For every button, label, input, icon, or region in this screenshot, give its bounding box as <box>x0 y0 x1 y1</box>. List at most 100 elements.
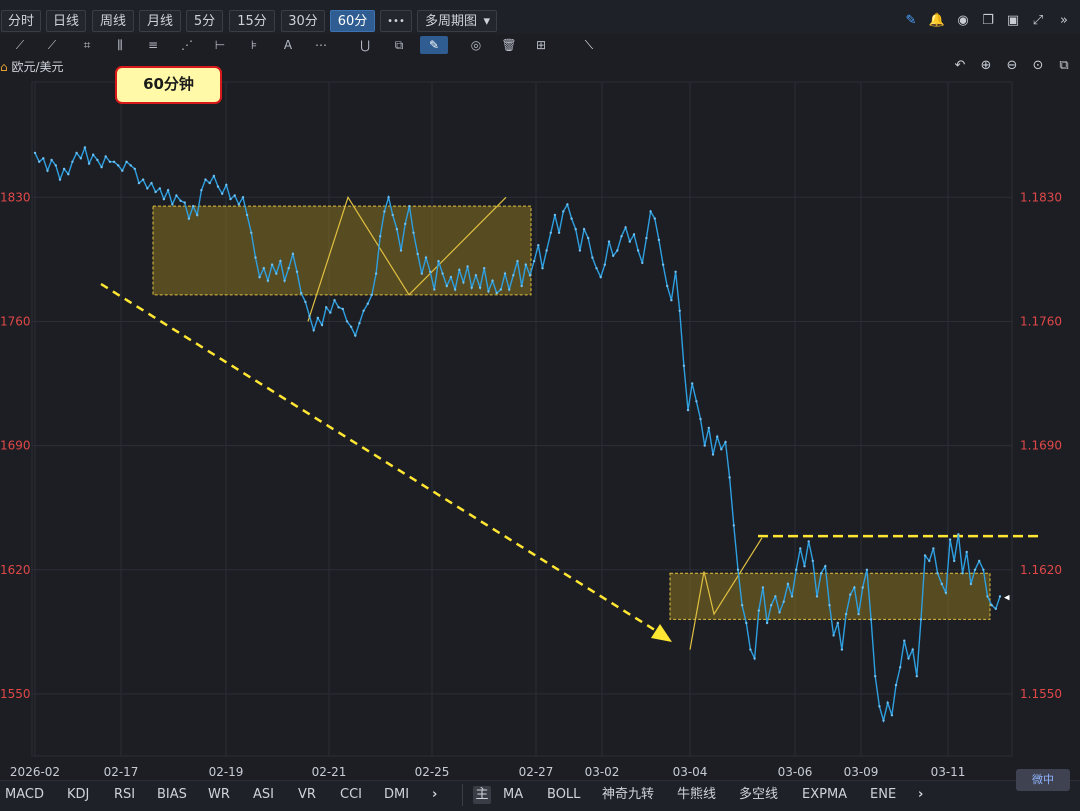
indicator-bull-bear[interactable]: 牛熊线 <box>677 787 717 802</box>
indicator-main-toggle[interactable]: 主 <box>473 786 491 804</box>
price-point <box>923 554 927 557</box>
line-tool-icon[interactable]: ⟋ <box>15 38 25 52</box>
price-point <box>333 299 336 302</box>
price-point <box>570 217 573 220</box>
symbol-label[interactable]: ⌂ 欧元/美元 <box>0 58 64 75</box>
price-point <box>229 197 232 201</box>
trash-icon[interactable]: 🗑 <box>501 38 517 52</box>
measure-icon[interactable]: ⊢ <box>214 38 226 52</box>
indicator-kdj[interactable]: KDJ <box>67 787 90 802</box>
price-point <box>824 565 827 568</box>
multi-period-dropdown[interactable]: 多周期图 ▾ <box>417 10 497 32</box>
camera-icon[interactable]: ◉ <box>957 13 969 28</box>
price-point <box>449 275 453 279</box>
y-tick-label-left: 1620 <box>0 563 31 577</box>
price-point <box>803 565 806 568</box>
indicator-rsi[interactable]: RSI <box>114 787 136 802</box>
price-point <box>574 228 577 231</box>
fan-icon[interactable]: ⋰ <box>181 38 193 52</box>
period-button-5m[interactable]: 5分 <box>186 10 223 32</box>
price-point <box>961 572 964 575</box>
indicator-boll[interactable]: BOLL <box>547 787 581 802</box>
price-point <box>358 322 361 325</box>
price-point <box>541 267 544 270</box>
consolidation-box <box>152 205 532 296</box>
crop-icon[interactable]: ⌗ <box>83 38 91 52</box>
price-point <box>857 612 860 616</box>
period-button-60m[interactable]: 60分 <box>330 10 375 32</box>
more-periods-button[interactable]: ••• <box>380 10 412 32</box>
indicator-cci[interactable]: CCI <box>340 787 362 802</box>
price-point <box>990 604 993 607</box>
pen-icon[interactable]: ✎ <box>905 13 917 28</box>
price-point <box>641 261 644 265</box>
undo-icon[interactable]: ↶ <box>954 58 966 73</box>
zoom-in-icon[interactable]: ⊕ <box>980 58 992 73</box>
text-tool-icon[interactable]: A <box>283 38 293 52</box>
price-point <box>117 164 120 167</box>
period-button-30m[interactable]: 30分 <box>281 10 325 32</box>
indicator-nine[interactable]: 神奇九转 <box>602 787 655 802</box>
indicator-ene[interactable]: ENE <box>870 787 897 802</box>
price-point <box>354 334 357 337</box>
bars-icon[interactable]: ⫼ <box>117 38 123 52</box>
levels-icon[interactable]: ≡ <box>147 38 159 52</box>
more-tools-icon[interactable]: ⋯ <box>315 38 327 52</box>
price-point <box>753 657 756 660</box>
price-point <box>587 236 590 240</box>
price-chart[interactable]: 1.1830 1830 1.1760 1760 1.1690 1690 1.1620 1620… <box>0 76 1080 781</box>
indicator-dmi[interactable]: DMI <box>384 787 410 802</box>
indicator-asi[interactable]: ASI <box>253 787 274 802</box>
indicator-vr[interactable]: VR <box>298 787 316 802</box>
x-tick-label: 03-09 <box>844 765 879 779</box>
indicator-wr[interactable]: WR <box>208 787 230 802</box>
price-point <box>183 201 186 204</box>
indicator-ma[interactable]: MA <box>503 787 524 802</box>
multi-line-icon[interactable]: ⟋ <box>47 38 57 52</box>
x-tick-label: 02-21 <box>312 765 347 779</box>
price-point <box>137 181 141 185</box>
eye-icon[interactable]: ◎ <box>470 38 482 52</box>
price-point <box>878 705 881 708</box>
fullscreen-icon[interactable]: ⧉ <box>1059 58 1069 73</box>
chevron-right-icon[interactable]: › <box>918 787 924 802</box>
price-point <box>308 314 311 318</box>
price-point <box>337 306 340 309</box>
expand-icon[interactable]: ⤢ <box>1032 13 1044 28</box>
magnet-icon[interactable]: ⋃ <box>360 38 370 52</box>
period-button-15m[interactable]: 15分 <box>229 10 275 32</box>
price-point <box>778 611 781 614</box>
price-point <box>212 174 216 178</box>
settings-icon[interactable]: ⊙ <box>1032 58 1044 73</box>
chevron-right-icon[interactable]: › <box>432 787 438 802</box>
collapse-icon[interactable]: » <box>1060 13 1068 28</box>
price-point <box>462 281 465 284</box>
grid-icon[interactable]: ⊞ <box>535 38 547 52</box>
ruler-icon[interactable]: ⟍ <box>584 38 594 52</box>
price-point <box>774 595 777 598</box>
indicator-bias[interactable]: BIAS <box>157 787 187 802</box>
monitor-icon[interactable]: ▣ <box>1006 13 1020 28</box>
period-button-day[interactable]: 日线 <box>46 10 86 32</box>
pencil-icon[interactable]: ✎ <box>420 36 448 54</box>
indicator-macd[interactable]: MACD <box>5 787 44 802</box>
fib-icon[interactable]: ⊧ <box>250 38 258 52</box>
price-point <box>811 559 814 563</box>
price-point <box>154 190 157 194</box>
price-point <box>470 286 473 289</box>
price-point <box>711 453 715 456</box>
downtrend-arrow-head <box>651 624 672 642</box>
period-button-week[interactable]: 周线 <box>92 10 134 32</box>
copy-icon[interactable]: ❐ <box>982 13 994 28</box>
period-button-month[interactable]: 月线 <box>139 10 181 32</box>
price-point <box>736 568 740 571</box>
price-point <box>915 675 918 678</box>
indicator-long-short[interactable]: 多空线 <box>739 787 779 802</box>
period-button-fenshi[interactable]: 分时 <box>1 10 41 32</box>
indicator-expma[interactable]: EXPMA <box>802 787 848 802</box>
zoom-out-icon[interactable]: ⊖ <box>1006 58 1018 73</box>
bell-icon[interactable]: 🔔 <box>928 13 946 28</box>
price-point <box>245 213 249 217</box>
layers-icon[interactable]: ⧉ <box>394 38 404 52</box>
price-point <box>657 238 661 242</box>
